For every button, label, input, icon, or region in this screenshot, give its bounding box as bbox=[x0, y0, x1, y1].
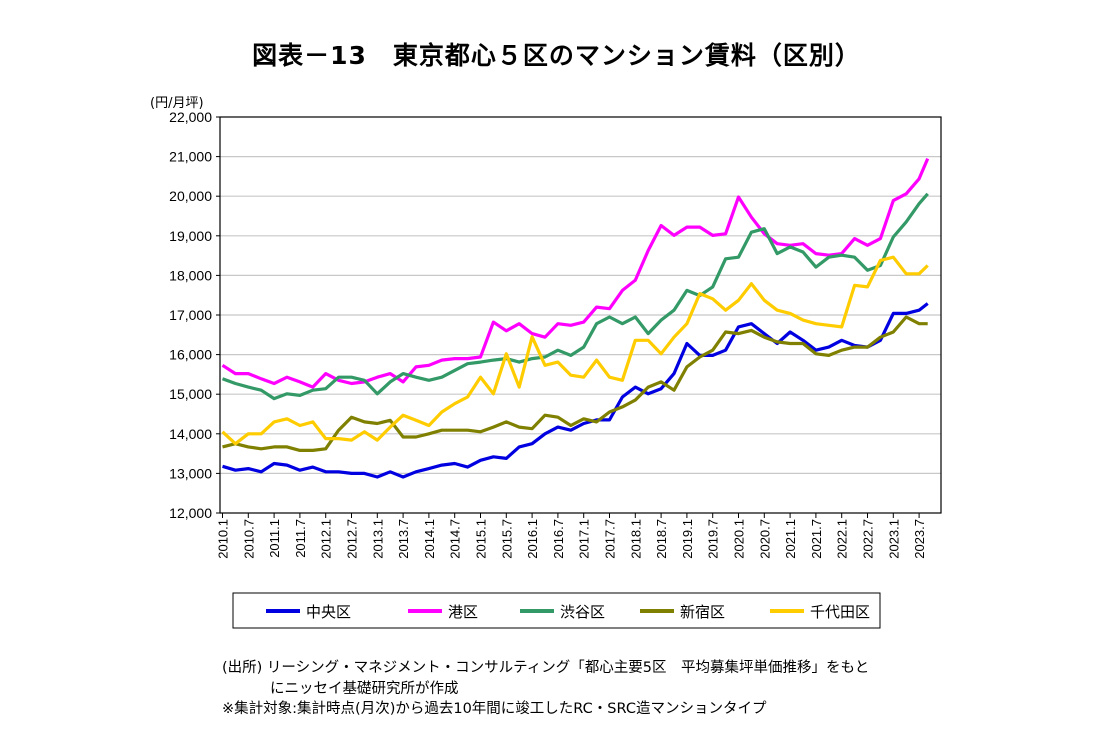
legend-label: 港区 bbox=[448, 604, 478, 621]
x-tick-label: 2021.1 bbox=[783, 519, 798, 559]
x-tick-label: 2012.7 bbox=[345, 519, 360, 559]
x-tick-label: 2021.7 bbox=[809, 519, 824, 559]
x-tick-label: 2011.1 bbox=[267, 519, 282, 558]
series-line-2 bbox=[221, 157, 930, 389]
x-tick-label: 2014.7 bbox=[448, 519, 463, 559]
y-tick-label: 22,000 bbox=[169, 109, 212, 125]
x-tick-label: 2023.7 bbox=[912, 519, 927, 559]
x-tick-label: 2016.7 bbox=[551, 519, 566, 559]
series-line-1 bbox=[222, 302, 929, 479]
x-tick-label: 2019.1 bbox=[680, 519, 695, 559]
x-tick-label: 2016.1 bbox=[525, 519, 540, 559]
x-tick-label: 2022.1 bbox=[835, 519, 850, 559]
x-tick-label: 2020.7 bbox=[757, 519, 772, 559]
y-axis-unit: (円/月坪) bbox=[150, 96, 204, 111]
scope-note: ※集計対象:集計時点(月次)から過去10年間に竣工したRC・SRC造マンションタ… bbox=[222, 701, 767, 717]
y-tick-label: 17,000 bbox=[169, 307, 212, 323]
x-tick-label: 2020.1 bbox=[732, 519, 747, 559]
x-tick-label: 2010.1 bbox=[216, 519, 231, 559]
legend-label: 中央区 bbox=[306, 604, 351, 621]
x-tick-label: 2015.1 bbox=[474, 519, 489, 559]
legend-label: 千代田区 bbox=[810, 604, 870, 621]
x-tick-label: 2010.7 bbox=[241, 519, 256, 559]
x-tick-label: 2013.7 bbox=[396, 519, 411, 559]
legend-label: 渋谷区 bbox=[560, 604, 605, 621]
x-tick-label: 2011.7 bbox=[293, 519, 308, 558]
y-tick-label: 12,000 bbox=[169, 505, 212, 521]
source-note: (出所) リーシング・マネジメント・コンサルティング「都心主要5区 平均募集坪単… bbox=[222, 660, 870, 676]
x-tick-label: 2019.7 bbox=[706, 519, 721, 559]
x-tick-label: 2023.1 bbox=[886, 519, 901, 559]
x-tick-label: 2018.7 bbox=[654, 519, 669, 559]
y-tick-label: 21,000 bbox=[169, 149, 212, 165]
chart-title: 図表－13 東京都心５区のマンション賃料（区別） bbox=[252, 41, 861, 70]
series-line-5 bbox=[221, 255, 929, 446]
x-tick-label: 2013.1 bbox=[370, 519, 385, 559]
y-tick-label: 15,000 bbox=[169, 386, 212, 402]
x-tick-label: 2017.1 bbox=[577, 519, 592, 559]
x-tick-label: 2018.1 bbox=[628, 519, 643, 559]
source-note-cont: にニッセイ基礎研究所が作成 bbox=[270, 681, 459, 697]
y-tick-label: 20,000 bbox=[169, 188, 212, 204]
series-line-3 bbox=[221, 192, 929, 401]
x-tick-label: 2012.1 bbox=[319, 519, 334, 559]
y-tick-label: 18,000 bbox=[169, 267, 212, 283]
plot-frame bbox=[219, 116, 942, 514]
x-tick-label: 2015.7 bbox=[499, 519, 514, 559]
x-tick-label: 2017.7 bbox=[603, 519, 618, 559]
y-tick-label: 13,000 bbox=[169, 465, 212, 481]
x-tick-label: 2022.7 bbox=[861, 519, 876, 559]
y-tick-label: 19,000 bbox=[169, 228, 212, 244]
legend-label: 新宿区 bbox=[680, 604, 725, 621]
y-tick-label: 14,000 bbox=[169, 426, 212, 442]
y-tick-label: 16,000 bbox=[169, 347, 212, 363]
x-tick-label: 2014.1 bbox=[422, 519, 437, 559]
series-line-4 bbox=[222, 315, 928, 452]
